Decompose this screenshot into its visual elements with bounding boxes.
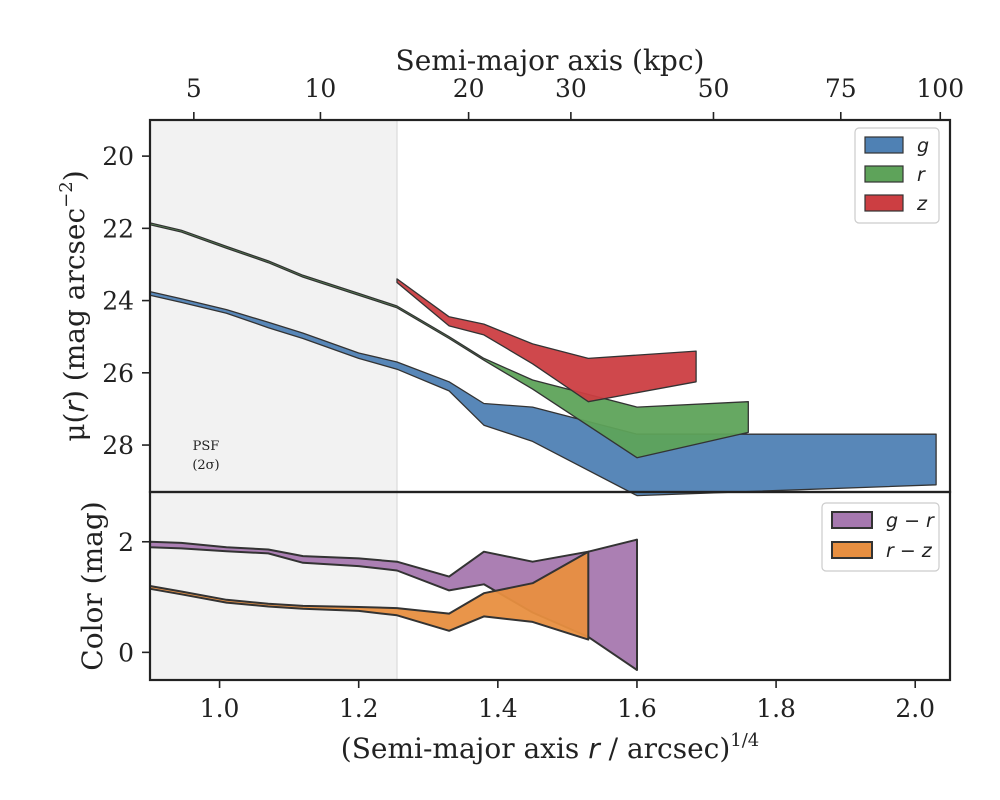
color-bands (149, 538, 638, 671)
band-z (396, 278, 697, 403)
x-tick-label: 1.2 (339, 694, 379, 723)
panel-frames (148, 118, 952, 682)
top-tick-label: 20 (453, 74, 485, 103)
x-tick-label: 2.0 (895, 694, 935, 723)
legend-swatch (864, 136, 904, 154)
x-tick-label: 1.8 (756, 694, 796, 723)
x-tick-label: 1.4 (478, 694, 518, 723)
x-axis-title-pre: (Semi-major axis (341, 732, 588, 765)
legends: grz g − r r − z (821, 127, 940, 572)
x-axis-title: (Semi-major axis r / arcsec)1/4 (341, 730, 759, 765)
top-tick-label: 50 (698, 74, 730, 103)
legend-label: r − z (886, 540, 933, 562)
y-tick-label: 24 (102, 287, 134, 316)
top-axis-title: Semi-major axis (kpc) (396, 44, 705, 77)
axis-ticks: 1.0 1.2 1.4 1.6 1.8 2.05 10 20 30 50 75 10020222426… (102, 74, 964, 723)
top-tick-label: 30 (555, 74, 587, 103)
psf-shade (150, 492, 397, 680)
bottom-y-axis-title: Color (mag) (76, 501, 109, 670)
top-y-title-sup: −2 (56, 181, 77, 208)
top-y-title-var: r (58, 400, 91, 413)
band-rz (149, 550, 590, 641)
x-axis-title-mid: / arcsec) (600, 732, 731, 765)
legend-label: z (916, 193, 928, 215)
psf-shade (150, 120, 397, 492)
legend-label: g − r (886, 510, 935, 532)
legend-label: g (917, 135, 929, 157)
y-tick-label: 2 (118, 528, 134, 557)
psf-sigma-label: (2σ) (192, 458, 219, 473)
legend-swatch (864, 165, 904, 183)
top-tick-label: 5 (186, 74, 202, 103)
top-y-title-post: ) (58, 170, 91, 181)
psf-label: PSF (193, 439, 220, 454)
top-tick-label: 10 (305, 74, 337, 103)
y-tick-label: 22 (102, 214, 134, 243)
psf-region (150, 120, 398, 492)
x-axis-title-var: r (588, 732, 601, 765)
y-tick-label: 26 (102, 359, 134, 388)
top-tick-label: 75 (825, 74, 857, 103)
y-tick-label: 20 (102, 142, 134, 171)
legend-swatch (831, 541, 873, 559)
x-tick-label: 1.0 (200, 694, 240, 723)
top-y-title-mid: ) (mag arcsec (58, 208, 91, 401)
legend-swatch (864, 194, 904, 212)
top-tick-label: 100 (916, 74, 964, 103)
bottom-panel-frame (148, 490, 952, 682)
x-tick-label: 1.6 (617, 694, 657, 723)
x-axis-title-sup: 1/4 (730, 730, 759, 751)
surface-brightness-bands (149, 222, 937, 497)
legend-label: r (917, 164, 926, 186)
legend-swatch (831, 511, 873, 529)
top-y-axis-title: μ(r) (mag arcsec−2) (56, 170, 91, 441)
y-tick-label: 0 (118, 638, 134, 667)
top-y-title-pre: μ( (58, 413, 91, 442)
psf-region-color (150, 492, 398, 680)
band-gr (149, 538, 638, 671)
y-tick-label: 28 (102, 431, 134, 460)
band-g (149, 290, 937, 497)
